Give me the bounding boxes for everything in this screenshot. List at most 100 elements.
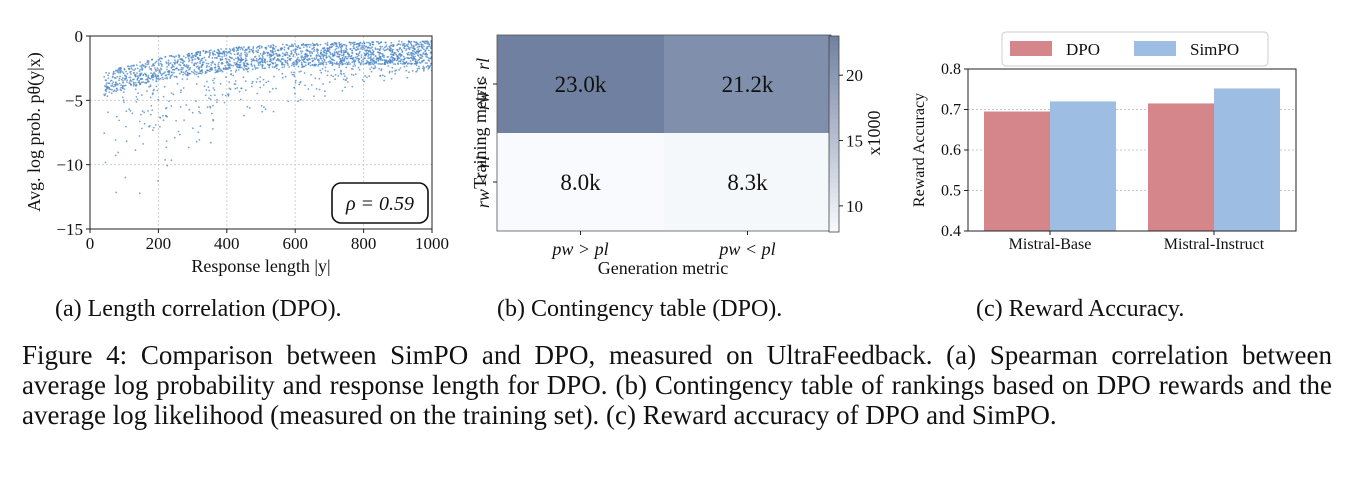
scatter-point — [118, 67, 121, 69]
scatter-point — [212, 104, 214, 107]
scatter-point — [372, 43, 375, 46]
scatter-point — [265, 48, 268, 50]
scatter-point — [347, 53, 350, 55]
scatter-point — [422, 69, 425, 72]
scatter-point — [225, 66, 227, 69]
scatter-point — [328, 49, 331, 51]
scatter-point — [121, 71, 124, 73]
scatter-point — [257, 64, 260, 66]
scatter-point — [300, 70, 302, 73]
scatter-point — [407, 57, 410, 60]
scatter-point — [113, 76, 116, 79]
scatter-point — [408, 48, 411, 51]
scatter-point — [414, 48, 416, 50]
scatter-point — [380, 63, 383, 66]
colorbar-segment — [829, 85, 839, 91]
scatter-point — [334, 48, 337, 51]
heatmap-xlabel: Generation metric — [598, 258, 728, 278]
scatter-point — [167, 73, 170, 76]
scatter-point — [429, 57, 431, 60]
scatter-point — [115, 90, 117, 93]
scatter-point — [159, 67, 162, 70]
scatter-point — [347, 55, 350, 58]
scatter-point — [186, 78, 189, 80]
scatter-point — [213, 50, 216, 53]
scatter-point — [172, 68, 174, 71]
scatter-point — [262, 53, 265, 55]
scatter-point — [378, 48, 381, 50]
scatter-point — [264, 108, 267, 111]
scatter-point — [112, 70, 115, 73]
scatter-point — [214, 53, 217, 56]
scatter-point — [198, 66, 201, 69]
scatter-point — [360, 59, 363, 62]
scatter-point — [389, 62, 392, 64]
scatter-point — [128, 82, 131, 84]
scatter-point — [359, 63, 362, 66]
scatter-point — [181, 78, 184, 80]
scatter-point — [272, 48, 274, 51]
subcaption-c: (c) Reward Accuracy. — [976, 296, 1185, 322]
scatter-point — [370, 66, 373, 69]
scatter-point — [136, 67, 139, 70]
scatter-point — [246, 63, 249, 66]
scatter-point — [178, 56, 180, 59]
scatter-point — [294, 79, 297, 82]
scatter-point — [150, 75, 153, 78]
scatter-point — [371, 63, 374, 65]
bar — [1214, 88, 1280, 231]
scatter-point — [236, 60, 239, 63]
scatter-point — [160, 74, 163, 77]
colorbar-segment — [829, 187, 839, 194]
scatter-point — [423, 59, 425, 62]
scatter-point — [215, 56, 218, 59]
scatter-point — [294, 50, 297, 53]
scatter-point — [254, 66, 256, 68]
scatter-point — [327, 49, 329, 51]
colorbar-segment — [829, 80, 839, 86]
scatter-point — [307, 50, 309, 52]
scatter-point — [261, 110, 264, 113]
scatter-point — [296, 100, 299, 103]
scatter-point — [105, 86, 108, 89]
scatter-point — [396, 48, 398, 51]
scatter-point — [297, 56, 299, 59]
scatter-point — [170, 92, 173, 94]
scatter-point — [180, 59, 183, 61]
scatter-point — [351, 85, 354, 88]
scatter-point — [126, 79, 128, 82]
scatter-point — [124, 77, 126, 80]
scatter-ytick-label: −15 — [56, 220, 83, 239]
scatter-point — [154, 68, 157, 71]
scatter-point — [270, 55, 273, 58]
scatter-point — [206, 64, 209, 67]
scatter-point — [317, 54, 320, 57]
colorbar-segment — [829, 192, 839, 199]
scatter-point — [196, 61, 199, 64]
scatter-point — [353, 41, 356, 44]
scatter-point — [195, 140, 198, 143]
scatter-point — [350, 41, 353, 44]
scatter-point — [285, 51, 288, 54]
scatter-point — [377, 59, 380, 62]
scatter-point — [350, 67, 353, 70]
colorbar-segment — [829, 40, 839, 47]
scatter-point — [300, 61, 303, 64]
scatter-point — [248, 50, 251, 53]
scatter-point — [402, 60, 404, 63]
scatter-point — [349, 55, 351, 58]
scatter-point — [318, 77, 321, 80]
scatter-point — [247, 67, 250, 70]
scatter-point — [376, 48, 379, 50]
scatter-point — [340, 60, 343, 62]
scatter-point — [399, 62, 402, 65]
scatter-point — [337, 53, 339, 55]
scatter-point — [408, 71, 410, 74]
scatter-point — [338, 50, 340, 53]
scatter-point — [313, 95, 315, 98]
scatter-point — [152, 126, 155, 129]
scatter-point — [200, 59, 203, 62]
scatter-point — [257, 51, 259, 53]
scatter-point — [343, 43, 346, 46]
scatter-point — [223, 68, 226, 70]
